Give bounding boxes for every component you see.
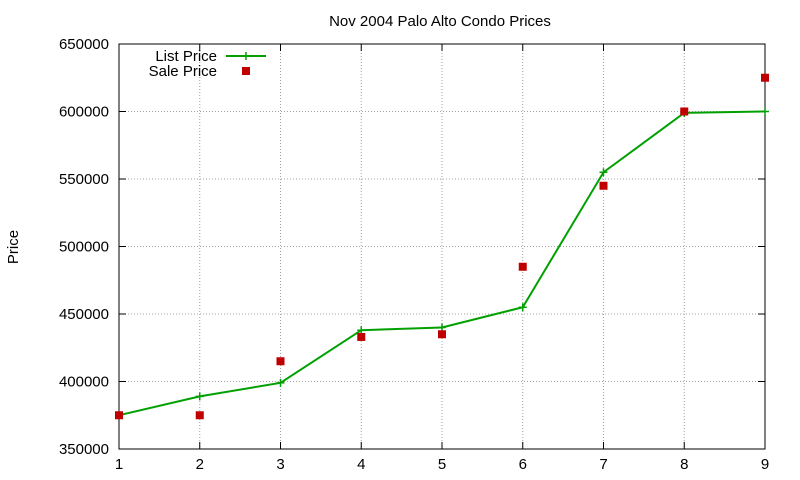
axes: 1 2 3 4 5 6 7 8 9 350000 400000 450000 500000 550000 6… bbox=[59, 36, 769, 473]
x-tick-label-3: 4 bbox=[357, 456, 365, 473]
legend-label-1: Sale Price bbox=[149, 63, 217, 80]
sale-price-point-0 bbox=[115, 411, 123, 420]
list-price-point-4 bbox=[438, 323, 446, 332]
list-price-point-2 bbox=[276, 378, 285, 387]
sale-price-point-7 bbox=[680, 107, 689, 116]
x-tick-label-5: 6 bbox=[519, 456, 527, 473]
series bbox=[115, 73, 769, 420]
y-tick-label-3: 500000 bbox=[59, 239, 109, 256]
x-tick-label-8: 9 bbox=[761, 456, 769, 473]
y-tick-label-1: 400000 bbox=[59, 374, 109, 391]
list-price-point-5 bbox=[518, 303, 527, 312]
sale-price-point-4 bbox=[438, 330, 446, 339]
grid bbox=[119, 44, 765, 449]
list-price-point-1 bbox=[195, 392, 204, 401]
legend-marker-0 bbox=[242, 52, 250, 60]
y-tick-label-5: 600000 bbox=[59, 104, 109, 121]
legend-label-0: List Price bbox=[155, 48, 217, 65]
x-tick-label-2: 3 bbox=[276, 456, 284, 473]
list-price-point-6 bbox=[599, 168, 608, 177]
sale-price-point-2 bbox=[276, 357, 285, 366]
x-tick-label-7: 8 bbox=[680, 456, 688, 473]
list-price-point-8 bbox=[761, 107, 769, 116]
y-tick-label-6: 650000 bbox=[59, 36, 109, 53]
y-tick-label-0: 350000 bbox=[59, 441, 109, 458]
sale-price-point-3 bbox=[357, 332, 366, 341]
legend-marker-1 bbox=[242, 67, 250, 75]
chart-title: Nov 2004 Palo Alto Condo Prices bbox=[329, 13, 551, 30]
x-tick-label-1: 2 bbox=[196, 456, 204, 473]
sale-price-point-1 bbox=[195, 411, 204, 420]
y-tick-label-4: 550000 bbox=[59, 171, 109, 188]
y-tick-label-2: 450000 bbox=[59, 306, 109, 323]
sale-price-point-8 bbox=[761, 73, 769, 82]
sale-price-point-6 bbox=[599, 181, 608, 190]
sale-price-point-5 bbox=[518, 262, 527, 271]
y-axis-label: Price bbox=[5, 230, 22, 264]
x-tick-label-0: 1 bbox=[115, 456, 123, 473]
x-tick-label-4: 5 bbox=[438, 456, 446, 473]
x-tick-label-6: 7 bbox=[599, 456, 607, 473]
list-price-point-3 bbox=[357, 326, 366, 335]
